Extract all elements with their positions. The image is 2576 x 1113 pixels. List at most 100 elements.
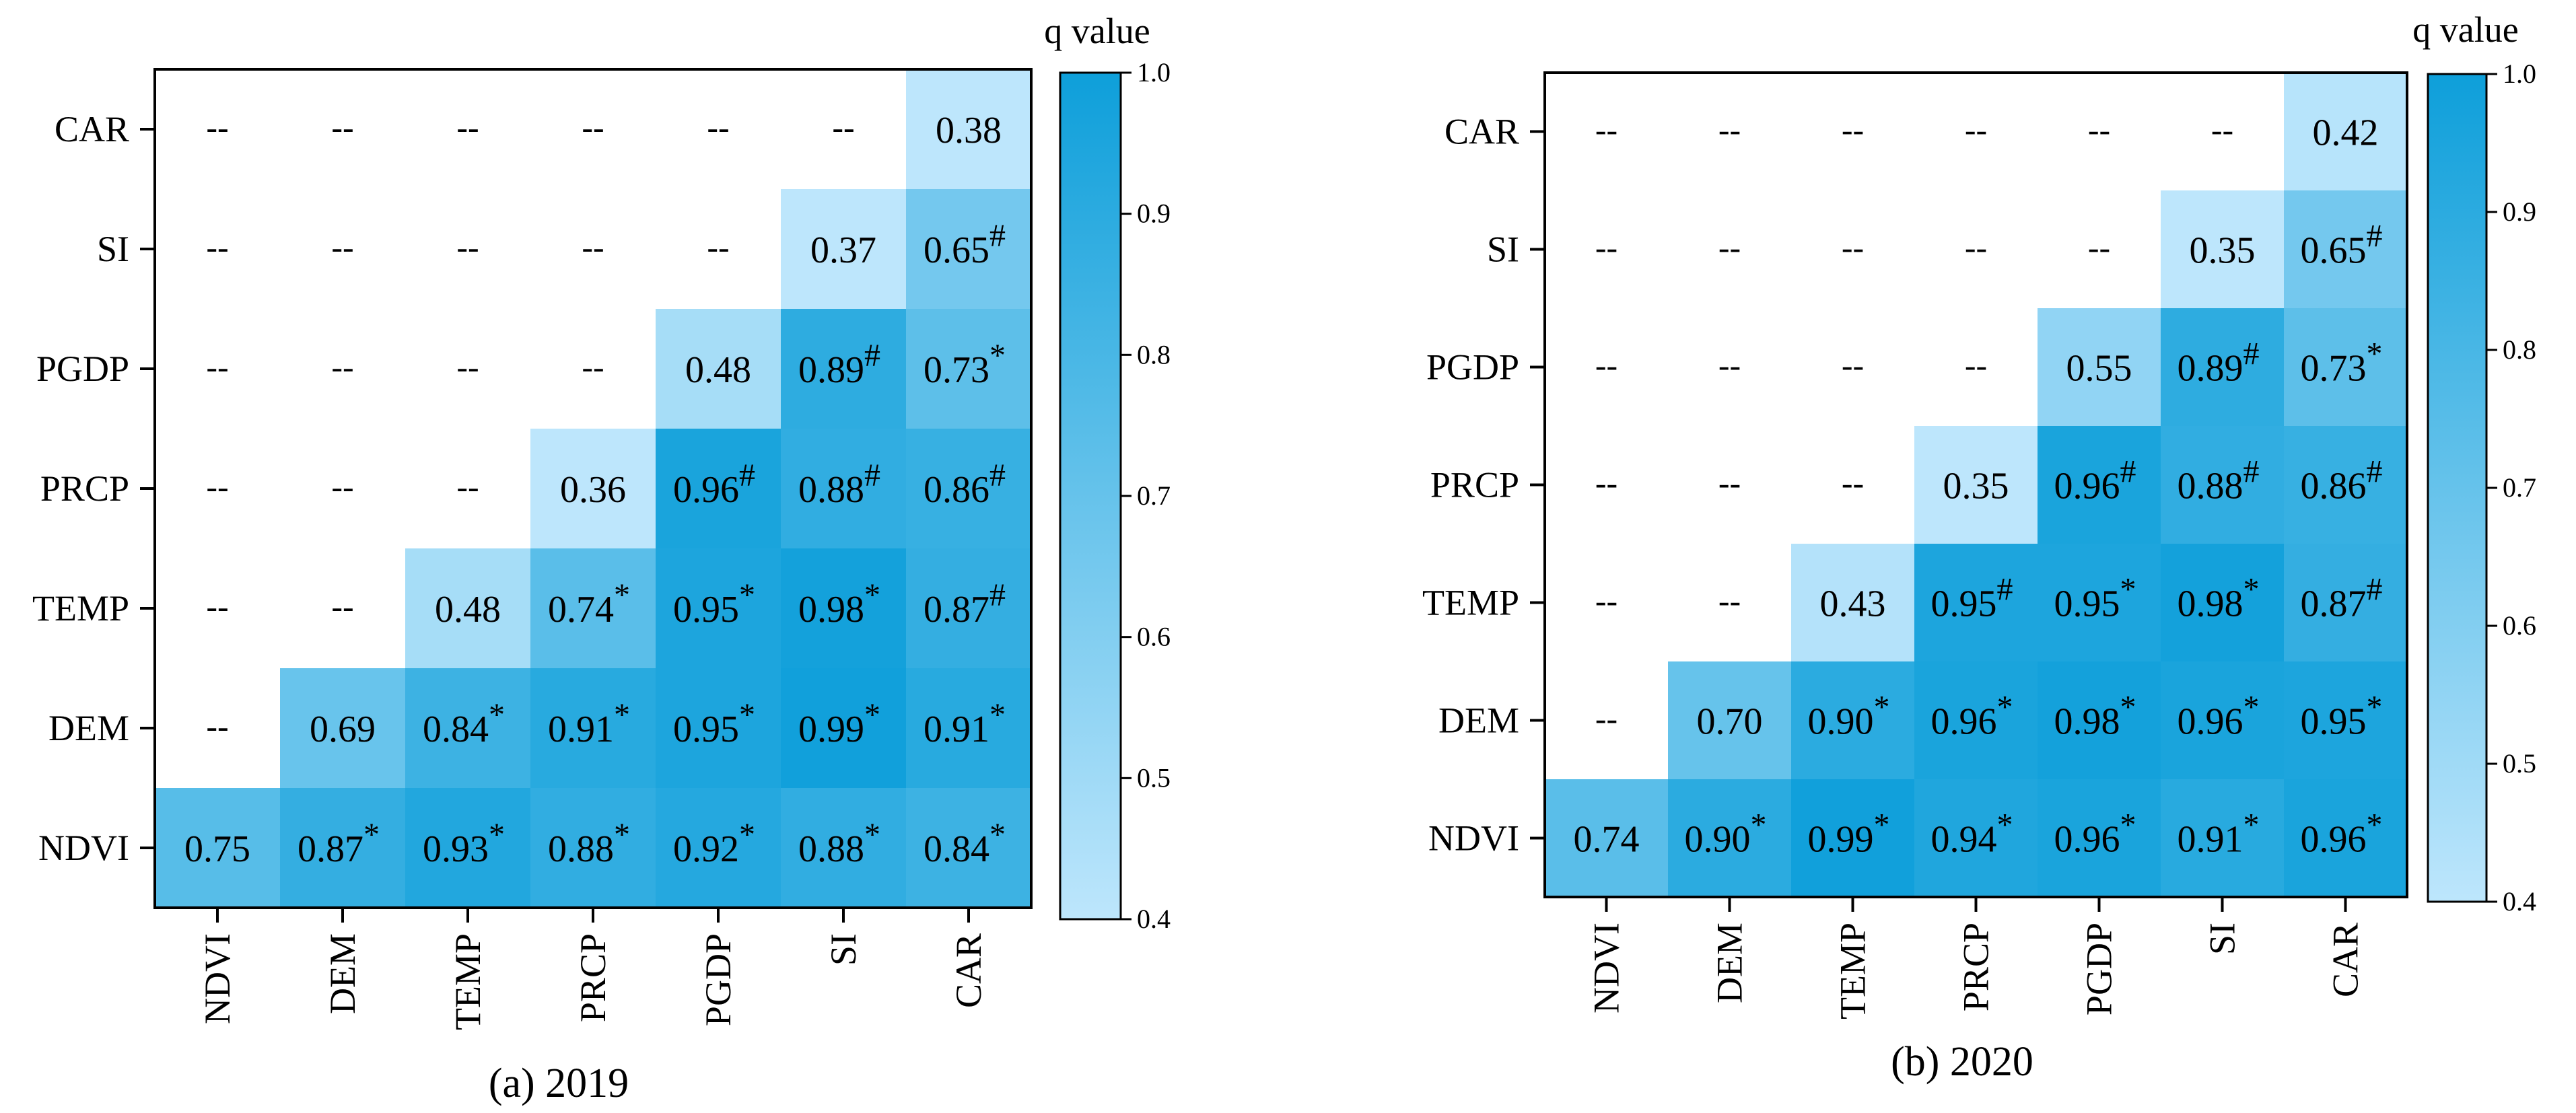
colorbar-tick-label: 0.8 bbox=[1137, 339, 1171, 369]
asterisk-marker: * bbox=[2120, 690, 2136, 725]
y-tick-label: PGDP bbox=[1426, 347, 1519, 388]
empty-cell-placeholder: -- bbox=[331, 228, 353, 266]
empty-cell-placeholder: -- bbox=[1965, 229, 1987, 266]
y-tick-label: DEM bbox=[48, 708, 129, 748]
heatmap-cell bbox=[1914, 544, 2038, 662]
heatmap-cell bbox=[1914, 426, 2038, 544]
cell-value-label: 0.69 bbox=[310, 709, 376, 750]
asterisk-marker: * bbox=[989, 817, 1006, 853]
hash-marker: # bbox=[2367, 219, 2383, 254]
heatmap-cell bbox=[2161, 308, 2285, 427]
empty-cell-placeholder: -- bbox=[582, 108, 604, 146]
colorbar-tick-label: 0.4 bbox=[2503, 886, 2536, 917]
heatmap-cell bbox=[530, 788, 656, 908]
x-tick-label: CAR bbox=[2326, 923, 2366, 997]
asterisk-marker: * bbox=[739, 817, 755, 853]
empty-cell-placeholder: -- bbox=[206, 707, 228, 745]
asterisk-marker: * bbox=[2367, 690, 2383, 725]
heatmap-cell bbox=[2284, 308, 2408, 427]
colorbar-tick-label: 0.9 bbox=[1137, 199, 1171, 229]
empty-cell-placeholder: -- bbox=[582, 228, 604, 266]
heatmap-cell bbox=[2284, 426, 2408, 544]
asterisk-marker: * bbox=[864, 817, 880, 853]
heatmap-cell bbox=[2038, 308, 2161, 427]
colorbar-tick-label: 0.5 bbox=[2503, 748, 2536, 779]
empty-cell-placeholder: -- bbox=[456, 468, 479, 505]
heatmap-cell bbox=[2161, 779, 2285, 898]
empty-cell-placeholder: -- bbox=[206, 468, 228, 505]
heatmap-cell bbox=[656, 668, 781, 789]
cell-value-label: 0.37 bbox=[810, 229, 876, 271]
hash-marker: # bbox=[739, 458, 755, 493]
empty-cell-placeholder: -- bbox=[1718, 111, 1741, 149]
asterisk-marker: * bbox=[739, 577, 755, 613]
cell-value-label: 0.70 bbox=[1697, 701, 1763, 743]
y-tick-label: NDVI bbox=[1428, 818, 1519, 859]
hash-marker: # bbox=[989, 577, 1006, 613]
x-tick-label: PGDP bbox=[2079, 923, 2120, 1015]
hash-marker: # bbox=[864, 338, 880, 373]
asterisk-marker: * bbox=[1997, 807, 2013, 843]
empty-cell-placeholder: -- bbox=[582, 348, 604, 386]
asterisk-marker: * bbox=[614, 817, 630, 853]
cell-value-label: 0.38 bbox=[936, 110, 1002, 151]
empty-cell-placeholder: -- bbox=[1718, 229, 1741, 266]
x-tick-label: TEMP bbox=[448, 933, 488, 1030]
hash-marker: # bbox=[2243, 336, 2260, 372]
empty-cell-placeholder: -- bbox=[206, 587, 228, 625]
heatmap-cell bbox=[2284, 190, 2408, 309]
empty-cell-placeholder: -- bbox=[1595, 582, 1617, 620]
colorbar bbox=[2427, 73, 2488, 903]
y-tick-label: PRCP bbox=[1430, 465, 1519, 505]
y-tick-label: CAR bbox=[1444, 112, 1519, 152]
heatmap-cell bbox=[155, 788, 281, 908]
hash-marker: # bbox=[2243, 454, 2260, 490]
heatmap-cell bbox=[781, 309, 907, 429]
cell-value-label: 0.42 bbox=[2313, 112, 2379, 154]
panel-caption: (b) 2020 bbox=[1891, 1039, 2033, 1085]
heatmap-cell bbox=[2284, 544, 2408, 662]
heatmap-cell bbox=[906, 429, 1032, 549]
x-tick-label: CAR bbox=[948, 933, 989, 1008]
empty-cell-placeholder: -- bbox=[2211, 111, 2233, 149]
empty-cell-placeholder: -- bbox=[206, 228, 228, 266]
asterisk-marker: * bbox=[1997, 690, 2013, 725]
asterisk-marker: * bbox=[864, 697, 880, 733]
empty-cell-placeholder: -- bbox=[1718, 464, 1741, 502]
panel-caption: (a) 2019 bbox=[489, 1061, 629, 1106]
asterisk-marker: * bbox=[614, 577, 630, 613]
empty-cell-placeholder: -- bbox=[1595, 700, 1617, 738]
colorbar-title: q value bbox=[2412, 9, 2518, 50]
heatmap-cell bbox=[2038, 426, 2161, 544]
x-tick-label: SI bbox=[823, 933, 864, 966]
heatmap-cell bbox=[2284, 779, 2408, 898]
empty-cell-placeholder: -- bbox=[1965, 347, 1987, 384]
asterisk-marker: * bbox=[363, 817, 380, 853]
hash-marker: # bbox=[1997, 572, 2013, 608]
heatmap-panel-2020: -- -- -- -- -- -- 0.42-- -- -- -- -- 0.35 0.65#-- -- -… bbox=[1422, 9, 2536, 1085]
y-tick-label: DEM bbox=[1438, 701, 1519, 741]
empty-cell-placeholder: -- bbox=[832, 108, 854, 146]
cell-value-label: 0.48 bbox=[435, 589, 501, 631]
x-tick-label: NDVI bbox=[197, 933, 238, 1024]
asterisk-marker: * bbox=[2243, 572, 2260, 608]
asterisk-marker: * bbox=[2120, 807, 2136, 843]
empty-cell-placeholder: -- bbox=[2088, 111, 2110, 149]
x-tick-label: SI bbox=[2202, 923, 2243, 955]
colorbar-tick-label: 1.0 bbox=[2503, 59, 2536, 89]
x-tick-label: DEM bbox=[1710, 923, 1750, 1003]
x-tick-label: DEM bbox=[322, 933, 363, 1014]
colorbar-tick-label: 1.0 bbox=[1137, 57, 1171, 87]
y-tick-label: SI bbox=[1487, 229, 1519, 270]
heatmap-cell bbox=[781, 548, 907, 669]
heatmap-cell bbox=[781, 189, 907, 310]
y-tick-label: NDVI bbox=[38, 828, 129, 868]
heatmap-cell bbox=[906, 69, 1032, 190]
empty-cell-placeholder: -- bbox=[1718, 347, 1741, 384]
colorbar-tick-label: 0.8 bbox=[2503, 334, 2536, 365]
y-tick-label: CAR bbox=[55, 109, 129, 149]
cell-value-label: 0.74 bbox=[1574, 819, 1640, 861]
heatmap-cell bbox=[2284, 73, 2408, 191]
heatmap-cell bbox=[530, 668, 656, 789]
